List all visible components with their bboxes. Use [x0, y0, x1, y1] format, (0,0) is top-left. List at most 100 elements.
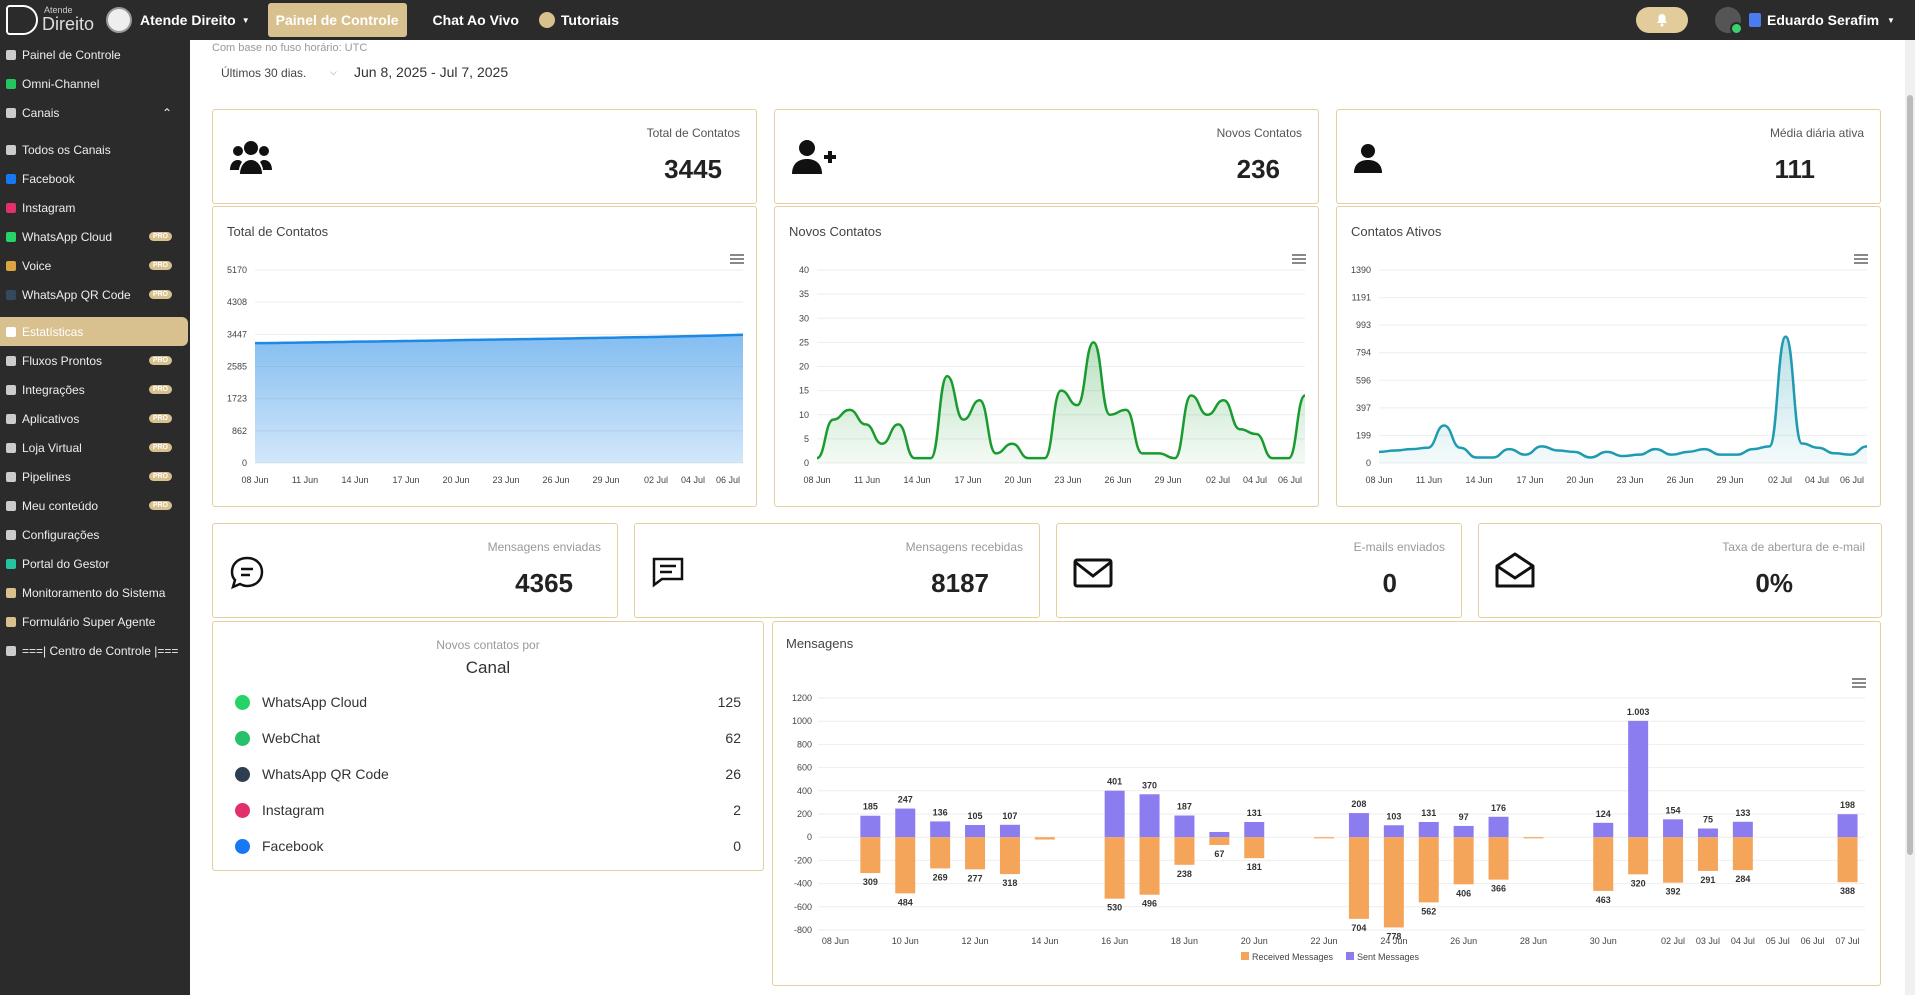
sent-bar	[1732, 821, 1753, 838]
chart-menu-icon[interactable]	[730, 254, 744, 264]
chevron-down-icon: ▼	[1887, 15, 1895, 25]
channel-label: WhatsApp QR Code	[262, 766, 389, 782]
sent-bar	[1104, 790, 1125, 838]
x-tick-label: 23 Jun	[492, 475, 519, 485]
x-tick-label: 04 Jul	[681, 475, 705, 485]
nav-tutoriais[interactable]: Tutoriais	[531, 3, 627, 37]
instagram-icon	[235, 802, 250, 818]
received-data-label: 238	[1177, 869, 1192, 879]
y-tick-label: 0	[242, 458, 247, 468]
sent-data-label: 198	[1840, 800, 1855, 810]
received-bar	[1034, 837, 1055, 840]
x-tick-label: 14 Jun	[903, 475, 930, 485]
user-menu[interactable]: Eduardo Serafim ▼	[1715, 0, 1895, 40]
sidebar-item[interactable]: Instagram	[0, 193, 190, 222]
pro-badge: PRO	[148, 472, 172, 481]
workspace-avatar	[106, 7, 133, 33]
pro-badge: PRO	[148, 385, 172, 394]
sidebar-item-label: Configurações	[22, 527, 100, 542]
logo-small-text: Atende	[44, 5, 73, 15]
sidebar-item[interactable]: Loja Virtual PRO	[0, 433, 190, 462]
chevron-down-icon[interactable]: ⌵	[330, 67, 337, 77]
kpi-card-media-diaria: Média diária ativa 111	[1336, 109, 1881, 204]
sidebar-item[interactable]: WhatsApp Cloud PRO	[0, 222, 190, 251]
chart-card-novos-contatos: Novos Contatos 0 5 10 15 20 25 30 35 40 08 Jun 11 …	[774, 206, 1319, 507]
sidebar-item-label: Portal do Gestor	[22, 556, 110, 571]
sidebar-item[interactable]: Facebook	[0, 164, 190, 193]
y-tick-label: 862	[232, 426, 247, 436]
notifications-button[interactable]	[1636, 7, 1688, 33]
kpi-card-mensagens-enviadas: Mensagens enviadas 4365	[212, 523, 618, 618]
received-data-label: 530	[1107, 903, 1122, 913]
sent-data-label: 105	[968, 811, 983, 821]
sidebar-item[interactable]: ===| Centro de Controle |===	[0, 636, 190, 665]
sidebar-item[interactable]: Meu conteúdo PRO	[0, 491, 190, 520]
envelope-open-icon	[1495, 552, 1535, 593]
sidebar-item[interactable]: WhatsApp QR Code PRO	[0, 280, 190, 309]
sent-data-label: 154	[1666, 805, 1681, 815]
sidebar-item-label: WhatsApp QR Code	[22, 287, 131, 302]
sidebar-item[interactable]: Portal do Gestor	[0, 549, 190, 578]
sent-data-label: 75	[1703, 815, 1713, 825]
scrollbar-thumb[interactable]	[1907, 95, 1913, 855]
sidebar-item[interactable]: Configurações	[0, 520, 190, 549]
kpi-label: Mensagens enviadas	[487, 540, 601, 554]
channel-value: 2	[733, 802, 741, 818]
sent-bar	[860, 815, 881, 838]
sidebar-item[interactable]: Omni-Channel	[0, 69, 190, 98]
y-tick-label: 3447	[227, 329, 247, 339]
sidebar-item[interactable]: Painel de Controle	[0, 40, 190, 69]
y-tick-label: 15	[799, 386, 809, 396]
kpi-card-total-contatos: Total de Contatos 3445	[212, 109, 757, 204]
sidebar-item[interactable]: Estatísticas	[0, 317, 188, 346]
received-data-label: 277	[968, 873, 983, 883]
x-tick-label: 20 Jun	[1566, 475, 1593, 485]
y-tick-label: 30	[799, 313, 809, 323]
sidebar-item[interactable]: Integrações PRO	[0, 375, 190, 404]
sidebar-item[interactable]: Todos os Canais	[0, 135, 190, 164]
channels-subtitle: Novos contatos por	[436, 638, 540, 652]
sidebar: Painel de Controle Omni-Channel Canais ⌃ Tod…	[0, 40, 190, 995]
chart-card-contatos-ativos: Contatos Ativos 0 199 397 596 794 993 1191 1390…	[1336, 206, 1881, 507]
workspace-switcher[interactable]: Atende Direito ▼	[106, 7, 250, 33]
nav-chat-ao-vivo[interactable]: Chat Ao Vivo	[432, 12, 519, 28]
channel-label: Facebook	[262, 838, 324, 854]
chart-menu-icon[interactable]	[1854, 254, 1868, 264]
received-data-label: 463	[1596, 895, 1611, 905]
date-range-select[interactable]: Últimos 30 dias.	[221, 66, 307, 80]
x-tick-label: 17 Jun	[954, 475, 981, 485]
channel-value: 62	[725, 730, 741, 746]
sent-data-label: 97	[1459, 812, 1469, 822]
kpi-label: Média diária ativa	[1769, 126, 1864, 140]
chevron-up-icon[interactable]: ⌃	[161, 105, 172, 120]
page-scrollbar[interactable]	[1905, 40, 1915, 995]
y-tick-label: -800	[794, 925, 812, 935]
sidebar-item[interactable]: Voice PRO	[0, 251, 190, 280]
y-tick-label: -600	[794, 902, 812, 912]
sidebar-item-icon	[6, 616, 16, 627]
legend-label-sent[interactable]: Sent Messages	[1357, 952, 1420, 962]
pro-badge: PRO	[148, 232, 172, 241]
sidebar-item[interactable]: Formulário Super Agente	[0, 607, 190, 636]
received-bar	[965, 837, 986, 870]
x-tick-label: 17 Jun	[392, 475, 419, 485]
app-logo[interactable]: Atende Direito	[6, 0, 94, 40]
channel-row: WhatsApp Cloud 125	[235, 692, 741, 712]
bell-icon	[1657, 14, 1667, 27]
channel-label: WebChat	[262, 730, 321, 746]
kpi-value: 236	[1236, 154, 1280, 184]
sidebar-item[interactable]: Aplicativos PRO	[0, 404, 190, 433]
sidebar-item[interactable]: Fluxos Prontos PRO	[0, 346, 190, 375]
date-range-value[interactable]: Jun 8, 2025 - Jul 7, 2025	[354, 64, 509, 80]
received-data-label: 704	[1351, 923, 1366, 933]
sidebar-item[interactable]: Pipelines PRO	[0, 462, 190, 491]
chart-menu-icon[interactable]	[1292, 254, 1306, 264]
received-data-label: 269	[933, 872, 948, 882]
nav-painel-de-controle[interactable]: Painel de Controle	[267, 3, 407, 37]
pro-badge: PRO	[148, 356, 172, 365]
sidebar-item[interactable]: Canais ⌃	[0, 98, 190, 127]
sidebar-item[interactable]: Monitoramento do Sistema	[0, 578, 190, 607]
legend-label-received[interactable]: Received Messages	[1252, 952, 1334, 962]
chart-menu-icon[interactable]	[1852, 678, 1866, 688]
area-fill	[255, 334, 743, 463]
